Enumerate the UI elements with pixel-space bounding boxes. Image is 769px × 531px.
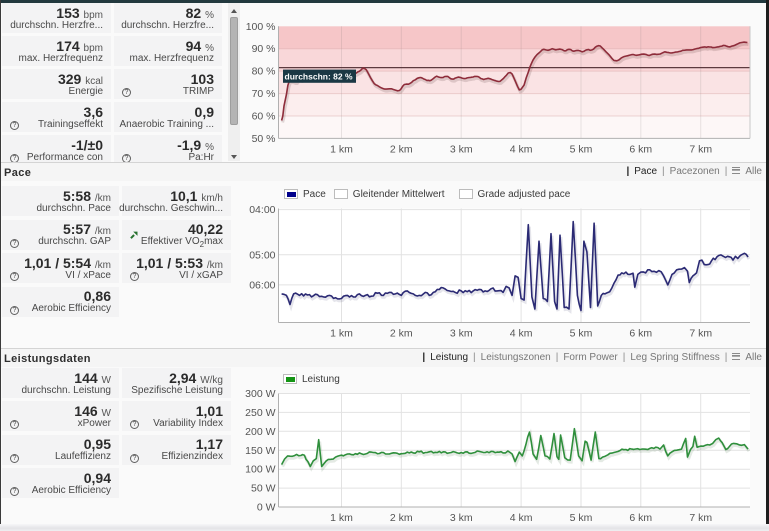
svg-text:04:00: 04:00 — [249, 204, 275, 216]
svg-text:7 km: 7 km — [689, 143, 712, 155]
svg-text:100 W: 100 W — [245, 464, 275, 476]
svg-text:2 km: 2 km — [390, 143, 413, 155]
svg-text:60 %: 60 % — [252, 111, 276, 123]
svg-text:durchschn: 82 %: durchschn: 82 % — [285, 72, 353, 82]
svg-text:1 km: 1 km — [330, 512, 353, 524]
svg-text:200 W: 200 W — [245, 426, 275, 438]
svg-text:5 km: 5 km — [570, 328, 593, 340]
svg-text:6 km: 6 km — [629, 143, 652, 155]
svg-text:4 km: 4 km — [510, 512, 533, 524]
svg-text:06:00: 06:00 — [249, 279, 275, 291]
svg-text:7 km: 7 km — [689, 328, 712, 340]
svg-text:50 %: 50 % — [252, 133, 276, 145]
svg-text:3 km: 3 km — [450, 328, 473, 340]
svg-text:90 %: 90 % — [252, 43, 276, 55]
svg-text:4 km: 4 km — [510, 143, 533, 155]
svg-text:5 km: 5 km — [570, 143, 593, 155]
svg-text:2 km: 2 km — [390, 512, 413, 524]
svg-text:1 km: 1 km — [330, 328, 353, 340]
svg-text:250 W: 250 W — [245, 407, 275, 419]
svg-text:300 W: 300 W — [245, 388, 275, 400]
svg-text:50 W: 50 W — [251, 483, 276, 495]
svg-text:5 km: 5 km — [570, 512, 593, 524]
svg-text:0 W: 0 W — [257, 502, 276, 514]
svg-text:80 %: 80 % — [252, 66, 276, 78]
svg-text:100 %: 100 % — [246, 21, 276, 33]
svg-text:4 km: 4 km — [510, 328, 533, 340]
svg-text:1 km: 1 km — [330, 143, 353, 155]
svg-text:6 km: 6 km — [629, 328, 652, 340]
svg-text:6 km: 6 km — [629, 512, 652, 524]
svg-text:150 W: 150 W — [245, 445, 275, 457]
svg-text:70 %: 70 % — [252, 88, 276, 100]
svg-text:3 km: 3 km — [450, 512, 473, 524]
svg-text:05:00: 05:00 — [249, 249, 275, 261]
svg-text:7 km: 7 km — [689, 512, 712, 524]
svg-text:2 km: 2 km — [390, 328, 413, 340]
svg-text:3 km: 3 km — [450, 143, 473, 155]
